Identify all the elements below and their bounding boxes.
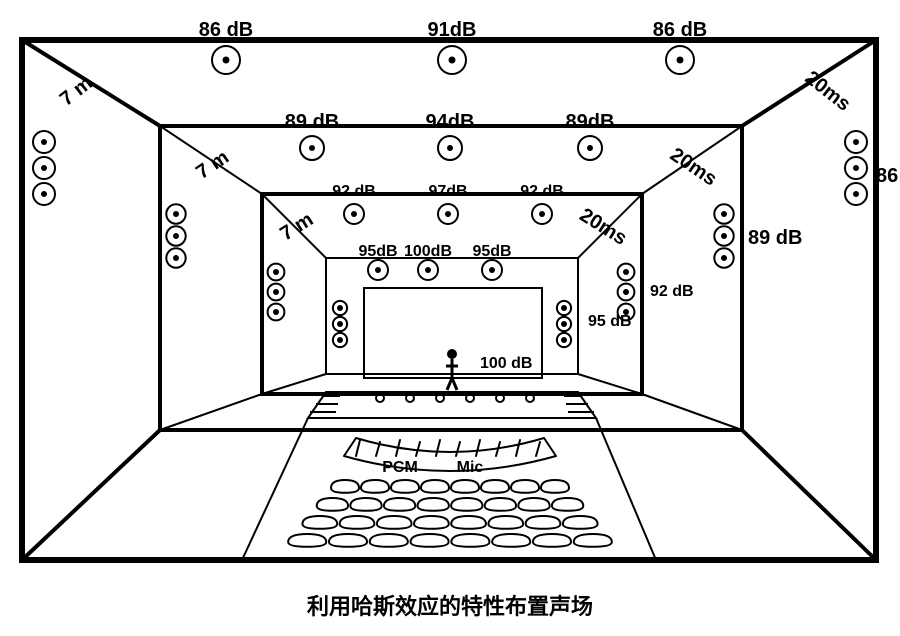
wall-6-s1-cone — [337, 321, 343, 327]
ceiling-label-r1-c0: 89 dB — [285, 111, 339, 133]
wall-5-s1-cone — [623, 289, 629, 295]
main-stage-label: 100 dB — [480, 355, 532, 372]
wall-7-s0-cone — [561, 305, 567, 311]
ceiling-label-r2-c1: 97dB — [428, 183, 467, 200]
mix-label: Mic — [457, 459, 484, 476]
ceiling-label-r2-c2: 92 dB — [520, 183, 564, 200]
ceiling-r1-c2-cone — [587, 145, 593, 151]
wall-2-s2-cone — [173, 255, 179, 261]
wall-4-s0-cone — [273, 269, 279, 275]
wall-label-3: 89 dB — [748, 227, 802, 249]
wall-0-s0-cone — [41, 139, 47, 145]
ceiling-label-r2-c0: 92 dB — [332, 183, 376, 200]
wall-3-s1-cone — [721, 233, 727, 239]
wall-2-s1-cone — [173, 233, 179, 239]
ceiling-r1-c0-cone — [309, 145, 315, 151]
wall-0-s1-cone — [41, 165, 47, 171]
ceiling-label-r0-c0: 86 dB — [199, 19, 253, 41]
ceiling-label-r1-c2: 89dB — [566, 111, 615, 133]
pcm-label: PCM — [382, 459, 418, 476]
wall-5-s0-cone — [623, 269, 629, 275]
wall-label-5: 92 dB — [650, 283, 694, 300]
ceiling-r1-c1-cone — [447, 145, 453, 151]
wall-6-s0-cone — [337, 305, 343, 311]
ceiling-label-r0-c2: 86 dB — [653, 19, 707, 41]
wall-7-s1-cone — [561, 321, 567, 327]
ceiling-label-r1-c1: 94dB — [426, 111, 475, 133]
wall-2-s0-cone — [173, 211, 179, 217]
ceiling-r3-c2-cone — [489, 267, 495, 273]
wall-1-s2-cone — [853, 191, 859, 197]
wall-6-s2-cone — [337, 337, 343, 343]
ceiling-r2-c1-cone — [445, 211, 451, 217]
ceiling-label-r3-c1: 100dB — [404, 243, 452, 260]
wall-3-s2-cone — [721, 255, 727, 261]
wall-7-s2-cone — [561, 337, 567, 343]
ceiling-r3-c1-cone — [425, 267, 431, 273]
wall-label-1: 86 dB — [876, 165, 900, 187]
ceiling-r2-c2-cone — [539, 211, 545, 217]
ceiling-label-r3-c0: 95dB — [358, 243, 397, 260]
haas-effect-diagram: 86 dB 91dB 86 dB 89 dB 94dB 89dB 92 dB 97dB 92 d… — [0, 0, 900, 636]
ceiling-label-r3-c2: 95dB — [472, 243, 511, 260]
wall-1-s0-cone — [853, 139, 859, 145]
ceiling-r3-c0-cone — [375, 267, 381, 273]
wall-3-s0-cone — [721, 211, 727, 217]
diagram-caption: 利用哈斯效应的特性布置声场 — [307, 594, 593, 619]
ceiling-r0-c2-cone — [677, 57, 684, 64]
ceiling-r2-c0-cone — [351, 211, 357, 217]
wall-label-7: 95 dB — [588, 313, 632, 330]
wall-4-s2-cone — [273, 309, 279, 315]
wall-1-s1-cone — [853, 165, 859, 171]
ceiling-label-r0-c1: 91dB — [428, 19, 477, 41]
human-head — [447, 349, 457, 359]
wall-0-s2-cone — [41, 191, 47, 197]
ceiling-r0-c1-cone — [449, 57, 456, 64]
ceiling-r0-c0-cone — [223, 57, 230, 64]
wall-4-s1-cone — [273, 289, 279, 295]
